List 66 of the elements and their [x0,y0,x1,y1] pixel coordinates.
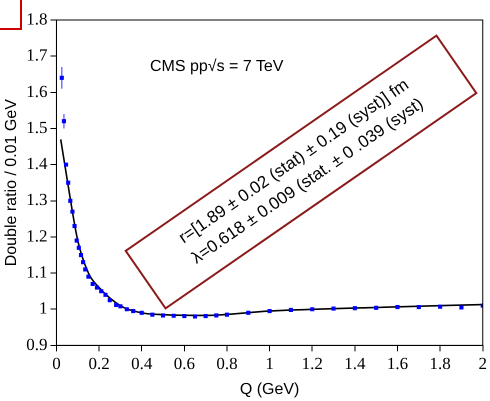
point [331,306,336,311]
point [74,238,79,243]
y-tick-label: 1.6 [26,82,48,101]
point [90,282,95,286]
point [459,305,464,310]
point [76,246,81,250]
point [172,314,176,318]
point [114,302,118,307]
y-tick-label: 1.8 [26,9,48,28]
point [352,306,357,310]
point [395,305,400,310]
point [62,119,66,124]
point [288,308,293,312]
y-tick-label: 1 [38,298,48,318]
point [224,312,230,317]
y-axis-title: Double ratio / 0.01 GeV [3,98,20,266]
point [374,306,378,310]
point [64,162,68,167]
x-tick-label: 1.4 [344,354,366,374]
y-tick-label: 1.4 [26,154,48,174]
y-tick-label: 1.1 [26,262,48,282]
annotation: CMS pp√s = 7 TeV [150,58,284,76]
x-tick-label: 1 [265,354,274,374]
x-tick-label: 0.4 [131,354,153,374]
x-tick-label: 0.8 [216,354,238,374]
point [72,224,77,228]
x-tick-label: 1.8 [429,354,451,374]
point [204,314,208,318]
point [182,314,186,318]
y-tick-label: 1.2 [26,226,48,246]
point [108,298,112,302]
point [438,304,442,309]
point [160,313,166,318]
point [66,180,70,185]
point [246,310,250,315]
point [81,260,86,264]
x-tick-label: 1.6 [386,354,408,374]
x-axis-title: Q (GeV) [240,380,300,398]
point [70,210,74,214]
point [83,267,88,272]
y-tick-label: 1.3 [26,190,48,210]
x-tick-label: 1.2 [302,354,323,374]
point [124,307,129,312]
x-tick-label: 0 [52,354,61,374]
point [68,198,72,203]
x-tick-label: 0.6 [174,354,195,374]
point [131,308,136,314]
point [86,274,90,279]
point [214,313,218,318]
x-tick-label: 0.2 [88,354,110,374]
point [99,289,104,294]
point [140,310,144,315]
point [416,305,421,310]
point [78,252,84,258]
y-tick-label: 0.9 [26,334,48,354]
point [192,314,198,319]
x-tick-label: 2 [478,354,487,374]
point [150,312,154,317]
y-tick-label: 1.5 [26,118,48,137]
y-tick-label: 1.7 [26,46,48,65]
point [60,76,64,80]
point [268,308,272,314]
point [103,292,108,297]
point [118,304,122,308]
point [94,285,100,290]
point [310,307,314,312]
